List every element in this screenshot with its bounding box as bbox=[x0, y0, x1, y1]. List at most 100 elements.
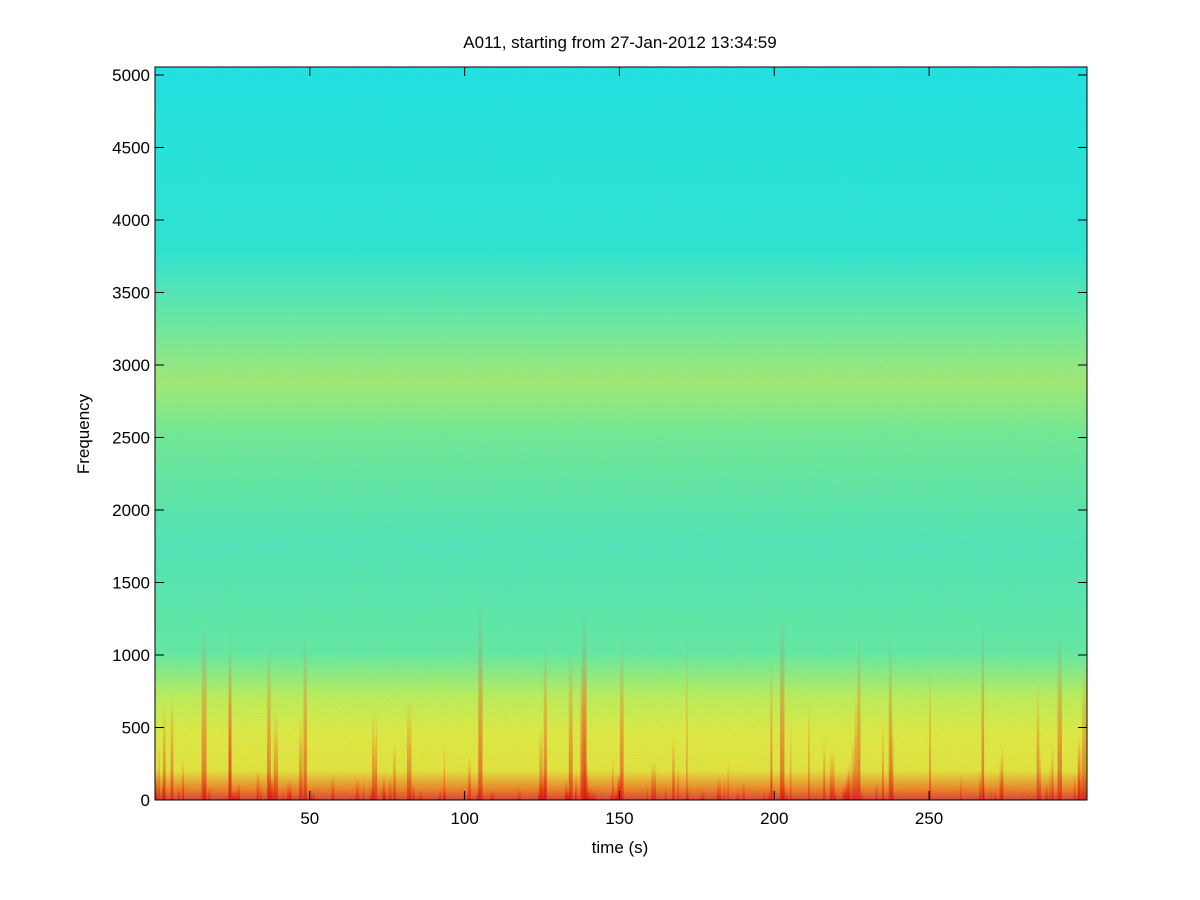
spectrogram-texture bbox=[613, 787, 618, 800]
spectrogram-texture bbox=[763, 789, 766, 800]
spectrogram-texture bbox=[618, 772, 622, 800]
spectrogram-texture bbox=[851, 737, 855, 800]
spectrogram-texture bbox=[406, 699, 412, 800]
spectrogram-texture bbox=[1045, 783, 1048, 800]
spectrogram-texture bbox=[229, 631, 232, 800]
spectrogram-texture bbox=[203, 779, 207, 800]
spectrogram-texture bbox=[781, 780, 786, 800]
spectrogram-texture bbox=[672, 734, 675, 800]
spectrogram-texture bbox=[736, 789, 740, 800]
spectrogram-texture bbox=[1049, 762, 1051, 800]
spectrogram-texture bbox=[770, 658, 773, 800]
spectrogram-texture bbox=[716, 777, 722, 800]
spectrogram-texture bbox=[727, 758, 729, 800]
spectrogram-texture bbox=[584, 660, 586, 800]
spectrogram-texture bbox=[443, 743, 445, 800]
spectrogram-texture bbox=[785, 789, 788, 800]
x-tick-label: 200 bbox=[760, 809, 788, 828]
spectrogram-texture bbox=[289, 789, 292, 800]
spectrogram-texture bbox=[1057, 630, 1062, 800]
spectrogram-texture bbox=[767, 789, 771, 800]
spectrogram-texture bbox=[162, 703, 166, 800]
spectrogram-texture bbox=[355, 777, 360, 800]
spectrogram-texture bbox=[857, 631, 861, 800]
spectrogram-texture bbox=[438, 789, 442, 800]
spectrogram-texture bbox=[770, 766, 773, 800]
spectrogram-texture bbox=[823, 737, 826, 800]
spectrogram-texture bbox=[382, 772, 386, 800]
spectrogram-texture bbox=[979, 769, 981, 800]
spectrogram-texture bbox=[847, 760, 851, 800]
spectrogram-texture bbox=[158, 742, 160, 800]
spectrogram-texture bbox=[1051, 744, 1054, 800]
spectrogram-texture bbox=[829, 749, 835, 800]
spectrogram-texture bbox=[982, 781, 985, 800]
spectrogram-texture bbox=[790, 719, 792, 800]
y-tick-label: 5000 bbox=[112, 66, 150, 85]
x-axis-label: time (s) bbox=[592, 838, 649, 857]
spectrogram-texture bbox=[382, 789, 385, 800]
spectrogram-texture bbox=[1036, 686, 1040, 800]
spectrogram-texture bbox=[170, 692, 174, 800]
spectrogram-texture bbox=[282, 789, 284, 800]
spectrogram-texture bbox=[929, 670, 931, 800]
spectrogram-texture bbox=[833, 789, 837, 800]
spectrogram-texture bbox=[256, 768, 260, 800]
y-tick-label: 1500 bbox=[112, 573, 150, 592]
spectrogram-texture bbox=[1073, 772, 1076, 800]
spectrogram-texture bbox=[993, 789, 997, 800]
spectrogram-texture bbox=[619, 641, 624, 800]
spectrogram-texture bbox=[374, 729, 376, 800]
spectrogram-texture bbox=[808, 700, 810, 800]
spectrogram-texture bbox=[155, 766, 158, 800]
spectrogram-texture bbox=[875, 781, 878, 800]
spectrogram-texture bbox=[1039, 747, 1041, 800]
spectrogram-texture bbox=[882, 723, 884, 800]
spectrogram-texture bbox=[1082, 667, 1087, 800]
spectrogram-texture bbox=[298, 719, 303, 800]
spectrogram-texture bbox=[310, 790, 316, 800]
spectrogram-texture bbox=[854, 694, 858, 800]
spectrogram-texture bbox=[201, 624, 207, 800]
spectrogram-texture bbox=[393, 743, 396, 800]
spectrogram-texture bbox=[610, 789, 613, 800]
y-tick-label: 2500 bbox=[112, 428, 150, 447]
spectrogram-texture bbox=[270, 778, 275, 800]
spectrogram-texture bbox=[564, 779, 568, 800]
spectrogram-texture bbox=[664, 782, 667, 800]
y-tick-label: 3500 bbox=[112, 283, 150, 302]
y-tick-label: 1000 bbox=[112, 646, 150, 665]
spectrogram-texture bbox=[891, 719, 894, 800]
spectrogram-texture bbox=[928, 788, 932, 800]
spectrogram-texture bbox=[383, 789, 386, 800]
spectrogram-texture bbox=[371, 708, 375, 800]
spectrogram-texture bbox=[779, 612, 785, 800]
spectrogram-texture bbox=[981, 619, 985, 800]
plot-area bbox=[155, 67, 1087, 800]
spectrogram-texture bbox=[543, 647, 548, 800]
spectrogram-texture bbox=[990, 786, 992, 800]
spectrogram-texture bbox=[999, 760, 1003, 800]
spectrogram-texture bbox=[303, 634, 307, 800]
spectrogram-texture bbox=[238, 781, 240, 800]
spectrogram-texture bbox=[478, 603, 483, 800]
spectrogram-texture bbox=[463, 789, 465, 800]
spectrogram-texture bbox=[742, 779, 745, 800]
chart-title: A011, starting from 27-Jan-2012 13:34:59 bbox=[463, 33, 776, 52]
y-tick-label: 4500 bbox=[112, 138, 150, 157]
y-tick-label: 3000 bbox=[112, 356, 150, 375]
spectrogram-texture bbox=[830, 783, 832, 800]
spectrogram-texture bbox=[412, 781, 415, 800]
y-tick-label: 2000 bbox=[112, 501, 150, 520]
spectrogram-texture bbox=[517, 788, 522, 800]
y-tick-label: 0 bbox=[141, 791, 150, 810]
y-tick-label: 4000 bbox=[112, 211, 150, 230]
spectrogram-texture bbox=[267, 644, 271, 800]
spectrogram-texture bbox=[419, 790, 423, 800]
spectrogram-texture bbox=[260, 782, 262, 800]
spectrogram-texture bbox=[723, 778, 726, 800]
spectrogram-texture bbox=[575, 773, 578, 800]
spectrogram-texture bbox=[177, 783, 180, 800]
spectrogram-texture bbox=[331, 775, 335, 800]
